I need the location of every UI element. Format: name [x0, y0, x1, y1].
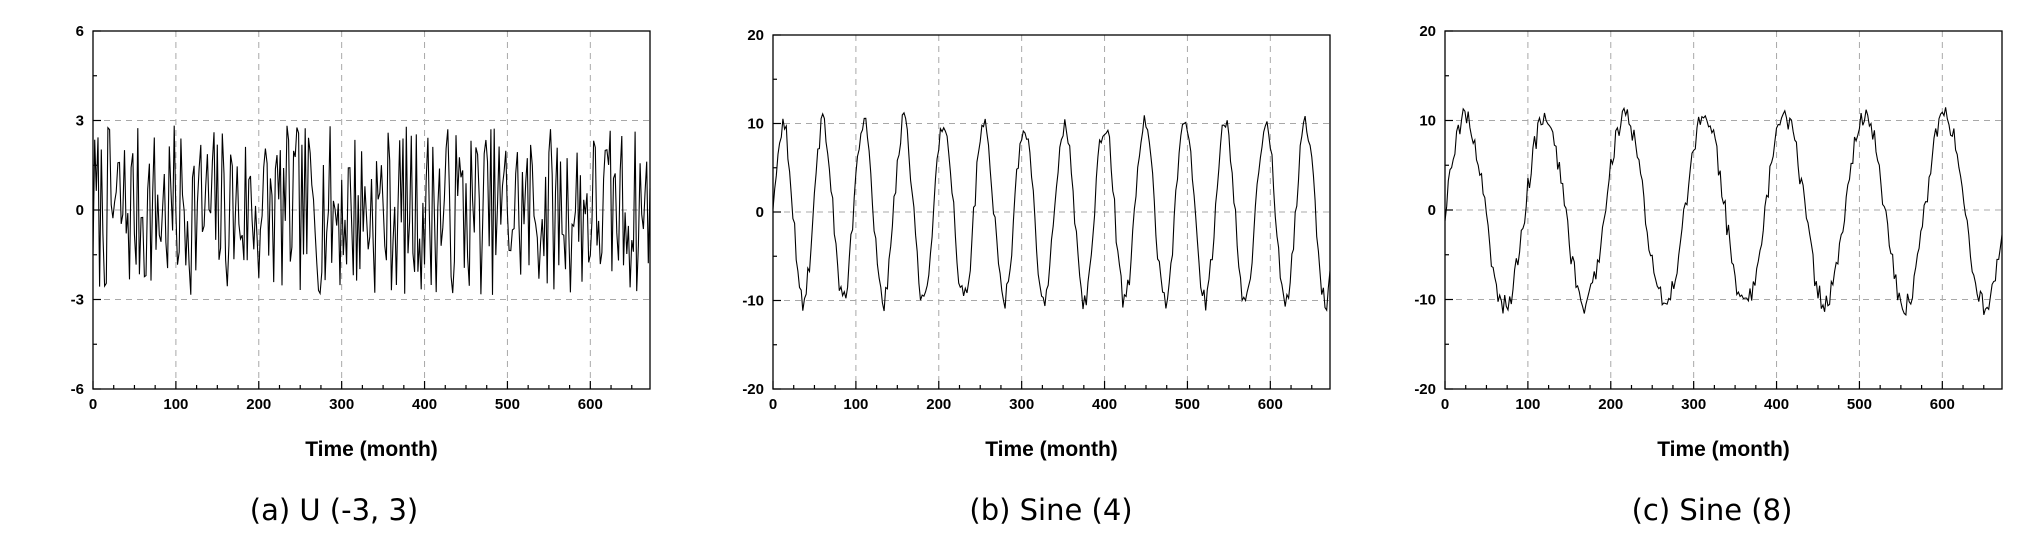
- y-tick-label: 0: [76, 202, 84, 219]
- x-tick-label: 400: [1764, 396, 1789, 413]
- x-tick-label: 400: [412, 396, 437, 413]
- x-tick-label: 0: [1441, 396, 1449, 413]
- y-tick-label: -10: [742, 293, 764, 310]
- y-tick-label: -20: [742, 381, 764, 398]
- x-axis-title: Time (month): [985, 438, 1118, 461]
- y-tick-label: 0: [1428, 202, 1436, 219]
- x-tick-label: 100: [1515, 396, 1540, 413]
- chart-panel-b: 0 100 200 300 400 500 600 -20 -10 0 10 20 Time (mont…: [742, 27, 1331, 527]
- x-tick-label: 0: [769, 396, 777, 413]
- x-tick-label: 500: [1847, 396, 1872, 413]
- x-tick-label: 400: [1092, 396, 1117, 413]
- chart-caption: (a) U (-3, 3): [250, 493, 419, 527]
- x-tick-label: 0: [89, 396, 97, 413]
- y-tick-label: -6: [71, 381, 84, 398]
- y-tick-label: 0: [756, 204, 764, 221]
- x-tick-label: 500: [495, 396, 520, 413]
- x-tick-label: 300: [1009, 396, 1034, 413]
- x-tick-label: 300: [1681, 396, 1706, 413]
- y-tick-label: 10: [747, 116, 764, 133]
- x-axis-title: Time (month): [305, 438, 438, 461]
- x-tick-label: 600: [1258, 396, 1283, 413]
- chart-caption: (c) Sine (8): [1632, 493, 1793, 527]
- x-tick-label: 300: [329, 396, 354, 413]
- y-tick-label: -3: [71, 292, 84, 309]
- series-line: [92, 125, 651, 296]
- x-tick-label: 600: [578, 396, 603, 413]
- x-tick-label: 600: [1930, 396, 1955, 413]
- chart-panel-c: 0 100 200 300 400 500 600 -20 -10 0 10 20 Time (mont…: [1414, 23, 2003, 527]
- x-tick-label: 200: [1598, 396, 1623, 413]
- series-line: [1444, 106, 2003, 317]
- x-tick-label: 200: [246, 396, 271, 413]
- x-tick-label: 100: [163, 396, 188, 413]
- x-tick-label: 200: [926, 396, 951, 413]
- y-tick-label: 6: [76, 23, 84, 40]
- y-tick-label: -10: [1414, 292, 1436, 309]
- y-tick-label: -20: [1414, 381, 1436, 398]
- x-tick-label: 500: [1175, 396, 1200, 413]
- y-tick-label: 20: [1419, 23, 1436, 40]
- x-axis-title: Time (month): [1657, 438, 1790, 461]
- chart-caption: (b) Sine (4): [969, 493, 1132, 527]
- series-line: [772, 111, 1331, 312]
- y-tick-label: 10: [1419, 113, 1436, 130]
- chart-panel-a: 0 100 200 300 400 500 600 -6 -3 0 3 6 Time (month) (a…: [71, 23, 651, 527]
- y-tick-label: 3: [76, 113, 84, 130]
- y-tick-label: 20: [747, 27, 764, 44]
- x-tick-label: 100: [843, 396, 868, 413]
